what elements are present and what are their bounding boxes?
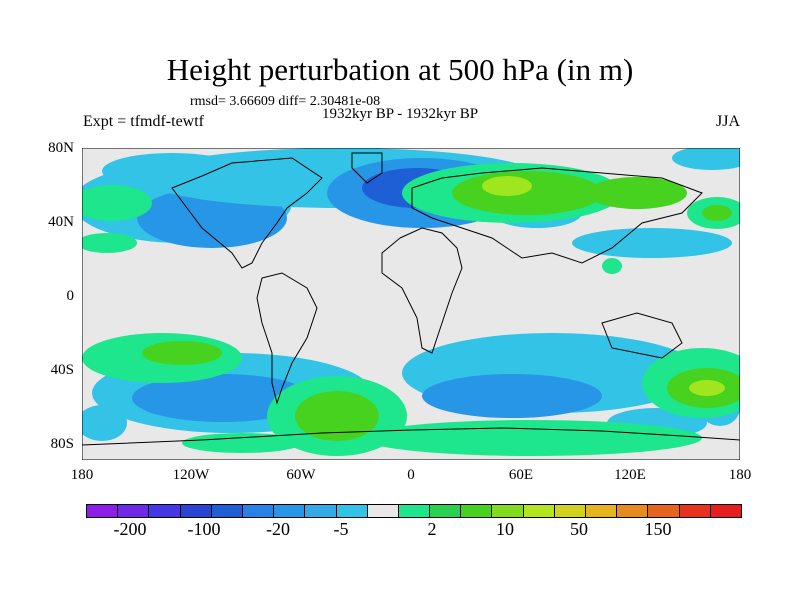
asia-pos-small (602, 258, 622, 274)
colorbar-swatch (492, 505, 524, 517)
eurasia-coast (411, 167, 703, 264)
colorbar-label: 2 (427, 519, 437, 539)
colorbar-label: 50 (570, 519, 588, 539)
lon-label-180w: 180 (70, 467, 94, 483)
colorbar-swatch (180, 505, 212, 517)
colorbar-swatch (554, 505, 586, 517)
ne-pacific-neg (102, 153, 242, 189)
lat-label-0: 0 (66, 288, 75, 304)
antarctica-coast (82, 427, 740, 446)
colorbar-swatch (242, 505, 275, 517)
colorbar-label: 10 (496, 519, 514, 539)
colorbar-swatch (648, 505, 680, 517)
lon-label-180e: 180 (728, 467, 752, 483)
north-pacific-pos (82, 185, 152, 221)
lat-label-80n: 80N (48, 140, 74, 156)
lat-label-40s: 40S (50, 362, 74, 378)
colorbar (86, 504, 742, 518)
africa-coast (381, 227, 463, 354)
eurasia-pos-mid (452, 171, 602, 215)
south-indian-neg-mid (422, 374, 602, 418)
colorbar-swatch (305, 505, 337, 517)
lon-label-60e: 60E (508, 467, 534, 483)
colorbar-label: 150 (644, 519, 672, 539)
antarctic-pos (362, 420, 702, 456)
sw-pacific-pos-core (689, 380, 725, 396)
coastlines (82, 152, 740, 446)
period-label: 1932kyr BP - 1932kyr BP (322, 106, 479, 122)
season-label: JJA (716, 113, 741, 130)
colorbar-swatch (398, 505, 431, 517)
colorbar-swatch (523, 505, 555, 517)
greenland-coast (351, 152, 383, 184)
sw-pacific-neg (82, 405, 127, 441)
colorbar-swatch (118, 505, 150, 517)
south-atlantic-pos-mid (295, 391, 379, 441)
colorbar-swatch (87, 505, 119, 517)
colorbar-swatch (149, 505, 181, 517)
experiment-label: Expt = tfmdf-tewtf (83, 113, 204, 130)
lon-label-120w: 120W (172, 467, 210, 483)
eurasia-pos-core (482, 176, 532, 196)
colorbar-swatch (461, 505, 493, 517)
australia-coast (601, 312, 683, 359)
colorbar-swatch (274, 505, 306, 517)
colorbar-swatch (430, 505, 462, 517)
siberia-pos (587, 177, 687, 209)
south-pacific-pos-mid (142, 341, 222, 365)
colorbar-swatch (586, 505, 618, 517)
lon-label-60w: 60W (286, 467, 316, 483)
colorbar-swatch (367, 505, 399, 517)
colorbar-swatch (617, 505, 649, 517)
map-panel (82, 148, 740, 460)
lon-label-0: 0 (407, 467, 415, 483)
colorbar-swatch (211, 505, 243, 517)
pacific-mid-pos (82, 233, 137, 253)
north-america-coast (171, 157, 323, 269)
colorbar-swatch (710, 505, 741, 517)
map-svg (82, 148, 740, 460)
south-pacific-neg-mid (132, 374, 312, 422)
colorbar-label: -5 (333, 519, 349, 539)
colorbar-label: -200 (113, 519, 147, 539)
colorbar-swatch (336, 505, 368, 517)
lon-label-120e: 120E (614, 467, 646, 483)
ne-pacific-pos-mid (702, 205, 732, 221)
south-america-coast (256, 272, 318, 405)
colorbar-swatch (679, 505, 711, 517)
antarctic-pos-west (182, 433, 302, 453)
ne-arctic-neg (672, 148, 740, 170)
page-title: Height perturbation at 500 hPa (in m) (166, 52, 634, 87)
lat-label-40n: 40N (48, 214, 74, 230)
stats-label: rmsd= 3.66609 diff= 2.30481e-08 (190, 94, 381, 109)
colorbar-label: -20 (266, 519, 290, 539)
nw-pacific-neg (572, 228, 732, 258)
colorbar-label: -100 (187, 519, 221, 539)
lat-label-80s: 80S (50, 436, 74, 452)
